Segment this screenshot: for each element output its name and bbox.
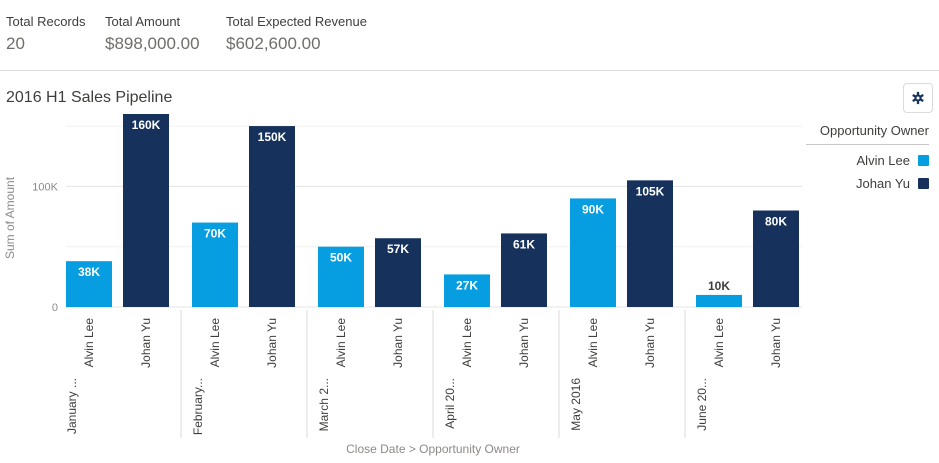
bar [501, 233, 547, 307]
stat-label: Total Expected Revenue [226, 14, 367, 29]
x-tick-label-date: January ... [65, 378, 79, 434]
bar [192, 222, 238, 307]
x-tick-label-owner: Johan Yu [391, 318, 405, 368]
data-label: 90K [582, 202, 604, 216]
legend-swatch [918, 155, 929, 166]
chart-legend: Opportunity Owner Alvin Lee Johan Yu [806, 120, 929, 191]
x-tick-label-owner: Alvin Lee [586, 318, 600, 368]
data-label: 150K [258, 130, 287, 144]
gear-icon [912, 91, 924, 105]
stat-label: Total Records [6, 14, 86, 29]
legend-label: Alvin Lee [856, 153, 910, 168]
bar [375, 238, 421, 307]
legend-item-johan-yu[interactable]: Johan Yu [806, 176, 929, 191]
data-label: 50K [330, 251, 352, 265]
x-tick-label-date: April 20... [443, 378, 457, 429]
data-label: 61K [513, 237, 535, 251]
bar-chart: 0 100K Sum of Amount 38K Alvin Lee 160K Johan … [3, 114, 802, 456]
stat-value: 20 [6, 34, 25, 53]
bar [753, 210, 799, 307]
x-tick-label-owner: Johan Yu [517, 318, 531, 368]
bar [444, 274, 490, 307]
summary-bar: Total Records 20 Total Amount $898,000.0… [0, 0, 939, 71]
y-tick-label: 0 [52, 302, 58, 314]
chart-title: 2016 H1 Sales Pipeline [6, 89, 173, 106]
data-label: 38K [78, 265, 100, 279]
data-label: 80K [765, 215, 787, 229]
x-axis-title: Close Date > Opportunity Owner [346, 442, 520, 456]
data-label: 57K [387, 242, 409, 256]
y-axis-title: Sum of Amount [3, 176, 17, 259]
x-tick-label-owner: Johan Yu [265, 318, 279, 368]
bar [318, 246, 364, 307]
x-tick-label-date: June 20... [695, 378, 709, 431]
data-label: 105K [636, 184, 665, 198]
data-label: 160K [132, 118, 161, 132]
legend-swatch [918, 178, 929, 189]
y-tick-label: 100K [32, 181, 58, 193]
x-tick-label-owner: Johan Yu [139, 318, 153, 368]
x-tick-label-owner: Alvin Lee [208, 318, 222, 368]
data-label: 10K [708, 279, 730, 293]
x-tick-label-owner: Alvin Lee [460, 318, 474, 368]
bar [627, 180, 673, 307]
stat-total-expected-revenue: Total Expected Revenue $602,600.00 [226, 14, 367, 54]
legend-label: Johan Yu [856, 176, 910, 191]
legend-item-alvin-lee[interactable]: Alvin Lee [806, 153, 929, 168]
stat-label: Total Amount [105, 14, 181, 29]
x-tick-label-owner: Johan Yu [769, 318, 783, 368]
data-label: 70K [204, 227, 226, 241]
x-tick-label-date: May 2016 [569, 378, 583, 431]
stat-value: $602,600.00 [226, 34, 321, 53]
bar [249, 126, 295, 307]
stat-total-records: Total Records 20 [6, 14, 85, 54]
bar [66, 261, 112, 307]
stat-value: $898,000.00 [105, 34, 200, 53]
chart-settings-button[interactable] [903, 83, 933, 113]
x-tick-label-date: February... [191, 378, 205, 435]
bar [123, 114, 169, 307]
legend-title: Opportunity Owner [806, 120, 929, 145]
x-tick-label-owner: Johan Yu [643, 318, 657, 368]
x-tick-label-date: March 2... [317, 378, 331, 431]
bar [696, 294, 742, 307]
x-tick-label-owner: Alvin Lee [334, 318, 348, 368]
data-label: 27K [456, 278, 478, 292]
x-tick-label-owner: Alvin Lee [712, 318, 726, 368]
stat-total-amount: Total Amount $898,000.00 [105, 14, 200, 54]
bar [570, 198, 616, 307]
x-tick-label-owner: Alvin Lee [82, 318, 96, 368]
